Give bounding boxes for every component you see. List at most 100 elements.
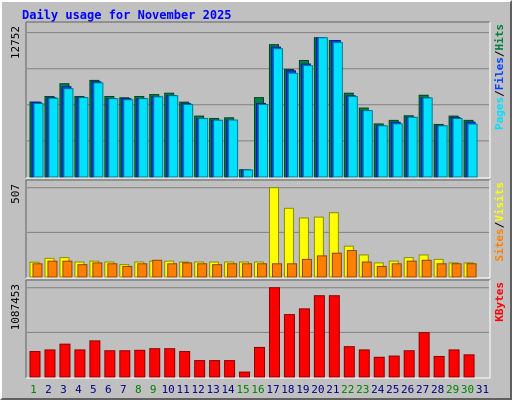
bar-face <box>467 123 478 178</box>
x-tick-label-day-1: 1 <box>30 383 37 396</box>
x-tick-label-day-7: 7 <box>120 383 127 396</box>
bar-pages-day-4 <box>78 97 89 178</box>
bar-face <box>452 118 463 178</box>
bar-sites-day-13 <box>212 264 223 278</box>
bar-pages-day-20 <box>317 37 328 178</box>
bar-face <box>78 97 89 178</box>
bar-face <box>44 349 56 378</box>
bar-kbytes-day-18 <box>283 314 295 378</box>
bar-pages-day-19 <box>302 65 313 178</box>
bar-sites-day-14 <box>227 263 238 278</box>
bar-sites-day-1 <box>32 263 43 278</box>
x-tick-label-day-28: 28 <box>431 383 444 396</box>
x-tick-label-day-22: 22 <box>341 383 354 396</box>
bar-face <box>183 104 194 178</box>
bar-face <box>228 119 239 178</box>
bar-face <box>242 263 253 278</box>
bar-sites-day-15 <box>242 263 253 278</box>
bar-face <box>153 96 164 178</box>
bar-face <box>138 98 149 178</box>
bar-sites-day-30 <box>466 263 477 278</box>
x-tick-label-day-13: 13 <box>206 383 219 396</box>
bar-face <box>89 340 101 378</box>
x-tick-label-day-15: 15 <box>236 383 249 396</box>
bar-face <box>212 264 223 278</box>
chart-title: Daily usage for November 2025 <box>22 8 232 22</box>
bar-face <box>77 264 88 278</box>
bar-sites-day-11 <box>182 262 193 278</box>
bar-kbytes-day-16 <box>254 346 266 378</box>
bar-face <box>392 123 403 178</box>
bar-pages-day-23 <box>362 110 373 178</box>
bar-face <box>361 261 372 278</box>
bar-pages-day-1 <box>33 103 44 178</box>
bar-pages-day-6 <box>108 98 119 178</box>
bar-kbytes-day-14 <box>224 360 236 378</box>
bar-face <box>406 260 417 278</box>
bar-face <box>48 97 59 178</box>
y-max-label: 507 <box>9 184 22 204</box>
bar-face <box>343 346 355 378</box>
x-tick-label-day-10: 10 <box>162 383 175 396</box>
bar-pages-day-15 <box>243 169 254 178</box>
x-tick-label-day-16: 16 <box>251 383 264 396</box>
bar-kbytes-day-28 <box>433 355 445 378</box>
x-tick-label-day-14: 14 <box>221 383 235 396</box>
bar-face <box>287 72 298 178</box>
bar-face <box>403 350 415 378</box>
bar-face <box>62 260 73 278</box>
bar-face <box>152 259 163 278</box>
bar-face <box>448 349 460 378</box>
bar-face <box>272 48 283 178</box>
bar-kbytes-day-4 <box>74 349 86 378</box>
bar-pages-day-18 <box>287 72 298 178</box>
bar-sites-day-10 <box>167 263 178 278</box>
bar-pages-day-29 <box>452 118 463 178</box>
x-tick-label-day-3: 3 <box>60 383 67 396</box>
bar-face <box>377 125 388 178</box>
legend-item: Sites <box>493 228 506 261</box>
x-tick-label-day-9: 9 <box>150 383 157 396</box>
bar-kbytes-day-1 <box>29 351 41 378</box>
x-tick-label-day-12: 12 <box>192 383 205 396</box>
bar-kbytes-day-11 <box>179 351 191 378</box>
y-max-label: 1087453 <box>9 284 22 330</box>
bar-face <box>197 263 208 278</box>
bar-sites-day-18 <box>286 263 297 278</box>
x-tick-label-day-30: 30 <box>461 383 474 396</box>
bar-face <box>59 343 71 378</box>
bar-face <box>47 260 58 278</box>
bar-face <box>331 252 342 278</box>
bar-face <box>463 354 475 378</box>
bar-face <box>107 263 118 278</box>
y-max-label: 12752 <box>9 26 22 59</box>
bar-sites-day-9 <box>152 259 163 278</box>
legend-item: Visits <box>493 182 506 222</box>
bar-sites-day-20 <box>316 255 327 278</box>
bar-face <box>92 262 103 278</box>
bar-face <box>227 263 238 278</box>
legend-item: KBytes <box>493 282 506 322</box>
bar-sites-day-19 <box>301 258 312 278</box>
bar-kbytes-day-17 <box>268 287 280 378</box>
bar-face <box>466 263 477 278</box>
bar-face <box>418 332 430 378</box>
bar-kbytes-day-2 <box>44 349 56 378</box>
bar-sites-day-2 <box>47 260 58 278</box>
legend-item: Hits <box>493 24 506 51</box>
bar-sites-day-12 <box>197 263 208 278</box>
bar-face <box>239 371 251 378</box>
bar-face <box>168 95 179 178</box>
bar-face <box>347 96 358 178</box>
bar-pages-day-24 <box>377 125 388 178</box>
bar-sites-day-24 <box>376 265 387 278</box>
bar-sites-day-21 <box>331 252 342 278</box>
x-tick-label-day-20: 20 <box>311 383 324 396</box>
bar-face <box>313 295 325 378</box>
bar-pages-day-22 <box>347 96 358 178</box>
bar-pages-day-10 <box>168 95 179 178</box>
bar-pages-day-11 <box>183 104 194 178</box>
bar-face <box>74 349 86 378</box>
bar-kbytes-day-8 <box>134 349 146 378</box>
bar-kbytes-day-30 <box>463 354 475 378</box>
